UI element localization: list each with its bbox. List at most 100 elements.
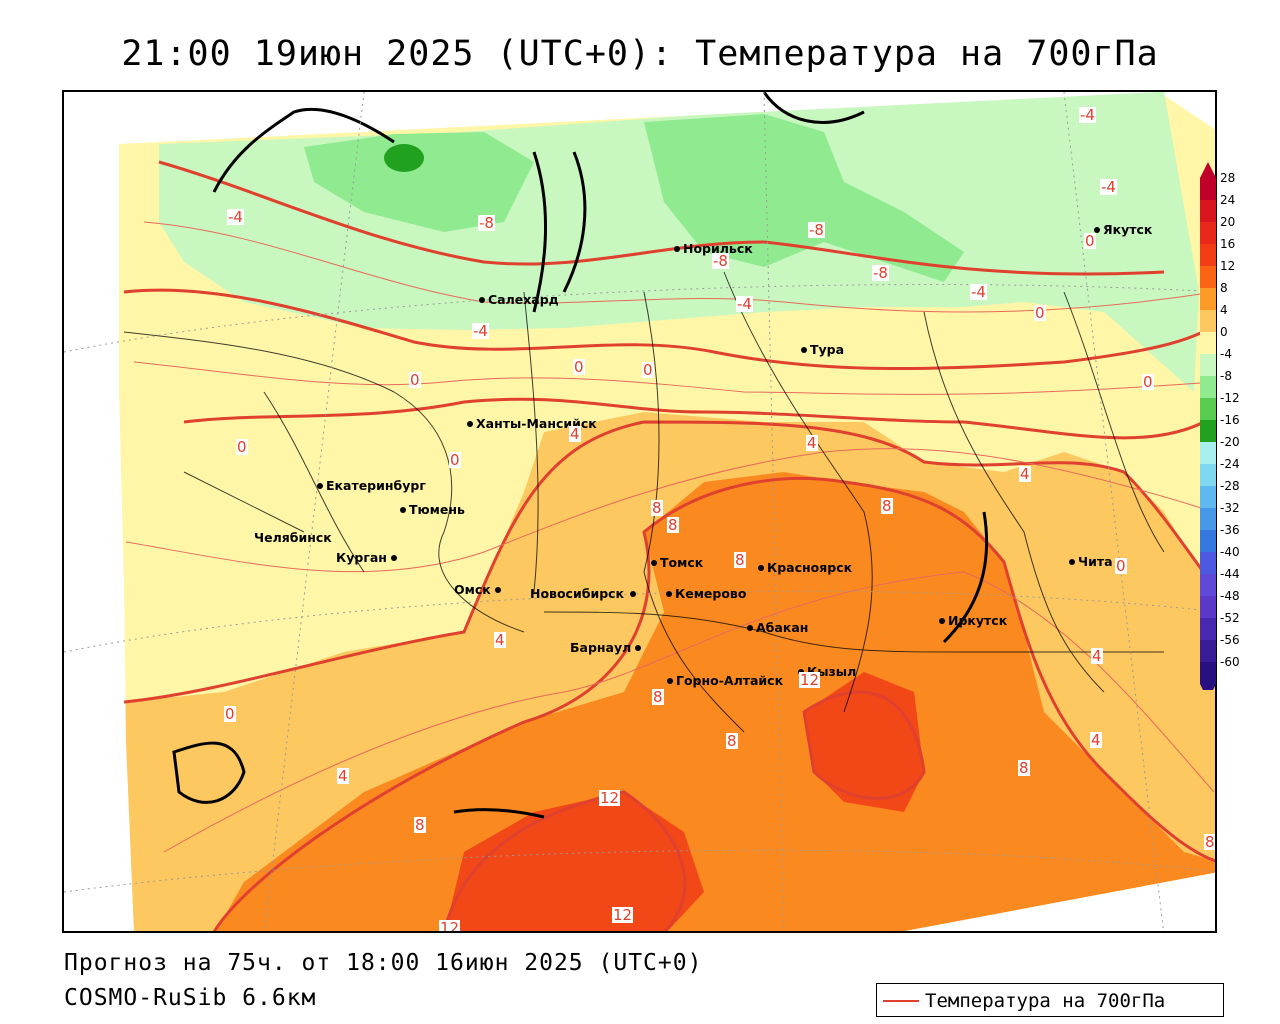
colorbar-swatch [1200,486,1216,508]
domain-mask-right [905,872,1215,931]
colorbar-tick-label: -12 [1220,391,1240,405]
city-dot [801,346,807,353]
city-dot [666,590,672,597]
colorbar-tick-label: -20 [1220,435,1240,449]
contour-label: 4 [1019,465,1031,483]
contour-label: 0 [642,361,654,379]
city-dot [635,644,642,651]
colorbar-swatch [1200,266,1216,288]
colorbar-tick-label: 16 [1220,237,1236,251]
city-khanty-mansiysk: Ханты-Мансийск [467,417,597,431]
contour-label: 0 [449,451,461,469]
field-minus8-east [644,114,964,282]
city-tura: Тура [801,343,844,357]
colorbar: 28 24 20 16 12 8 4 0 -4 -8 -12 -16 -20 -24 -28 -32 -36 -4… [1198,160,1280,690]
colorbar-swatch [1200,354,1216,376]
colorbar-tick-label: -36 [1220,523,1240,537]
city-label: Салехард [488,292,559,307]
contour-label: 8 [1204,833,1215,851]
colorbar-tick-label: -40 [1220,545,1240,559]
city-label: Красноярск [767,560,853,575]
colorbar-tick-label: -8 [1220,369,1232,383]
city-tyumen: Тюмень [400,502,465,517]
city-dot [758,564,764,571]
city-salekhard: Салехард [479,292,559,307]
contour-label: -8 [478,214,495,232]
contour-label: 0 [1034,304,1046,322]
field-minus12 [384,144,424,172]
city-krasnoyarsk: Красноярск [758,560,853,575]
contour-label: 0 [236,438,248,456]
city-tomsk: Томск [651,556,703,570]
colorbar-swatch [1200,420,1216,442]
city-yakutsk: Якутск [1094,222,1153,237]
contour-label: -8 [808,221,825,239]
city-label: Барнаул [570,640,632,655]
contour-label: 8 [667,516,679,534]
colorbar-tick-label: -16 [1220,413,1240,427]
map-frame: Норильск Якутск Салехард Тура Ханты-Манс… [62,90,1217,933]
city-label: Новосибирск [530,586,625,601]
colorbar-swatch [1200,662,1216,684]
colorbar-arrow-bottom [1200,684,1216,690]
contour-label: 12 [439,920,461,931]
colorbar-swatch [1200,442,1216,464]
contour-label: -4 [227,208,244,226]
city-kurgan: Курган [336,551,400,565]
city-dot [674,245,680,252]
city-barnaul: Барнаул [570,640,644,655]
colorbar-swatch [1200,178,1216,200]
city-label: Екатеринбург [326,478,426,493]
city-label: Кемерово [675,586,747,601]
field-12-16 [444,792,704,931]
city-dot [1094,226,1100,233]
contour-label: -4 [970,283,987,301]
city-omsk: Омск [454,582,504,597]
contour-label: 12 [799,671,821,689]
map-title: 21:00 19июн 2025 (UTC+0): Температура на… [121,34,1159,74]
city-dot [1069,558,1075,565]
colorbar-tick-label: -44 [1220,567,1240,581]
city-label: Якутск [1103,222,1153,237]
city-label: Омск [454,582,491,597]
domain-mask-top [64,92,1215,144]
city-kemerovo: Кемерово [666,586,747,601]
colorbar-arrow-top [1200,162,1216,178]
city-chita: Чита [1069,554,1113,569]
contour-label: -8 [712,252,729,270]
colorbar-swatch [1200,464,1216,486]
city-label: Чита [1078,554,1113,569]
temperature-map [64,92,1215,931]
colorbar-swatch [1200,640,1216,662]
city-dot [667,677,673,684]
city-norilsk: Норильск [674,242,753,256]
legend-label: Температура на 700гПа [925,990,1166,1012]
contour-label: 0 [1084,232,1096,250]
city-dot [651,559,657,566]
domain-mask-left [64,92,134,931]
city-dot [747,624,753,631]
colorbar-tick-label: 4 [1220,303,1228,317]
contour-label: 8 [651,499,663,517]
city-ekaterinburg: Екатеринбург [317,478,426,493]
contour-label: 8 [881,497,893,515]
colorbar-swatch [1200,574,1216,596]
contour-label: -8 [872,264,889,282]
colorbar-tick-label: -48 [1220,589,1240,603]
contour-label: 4 [1090,731,1102,749]
city-dot [630,590,637,597]
colorbar-tick-label: -60 [1220,655,1240,669]
colorbar-tick-label: -56 [1220,633,1240,647]
legend-line [883,1000,919,1002]
contour-label: -4 [472,322,489,340]
city-dot [494,586,501,593]
contour-label: 12 [612,906,634,924]
field-8-12 [216,472,1215,931]
city-label: Тюмень [409,502,465,517]
colorbar-swatch [1200,596,1216,618]
contour-label: -4 [1100,178,1117,196]
contour-label: 4 [494,631,506,649]
city-gorno-altaysk: Горно-Алтайск [667,674,783,688]
colorbar-swatch [1200,376,1216,398]
contour-label: 8 [1018,759,1030,777]
